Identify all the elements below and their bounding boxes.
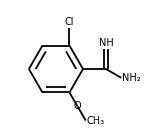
Text: CH₃: CH₃ [86,116,105,126]
Text: Cl: Cl [65,17,74,27]
Text: O: O [74,101,81,112]
Text: NH: NH [99,38,113,48]
Text: NH₂: NH₂ [122,73,140,83]
